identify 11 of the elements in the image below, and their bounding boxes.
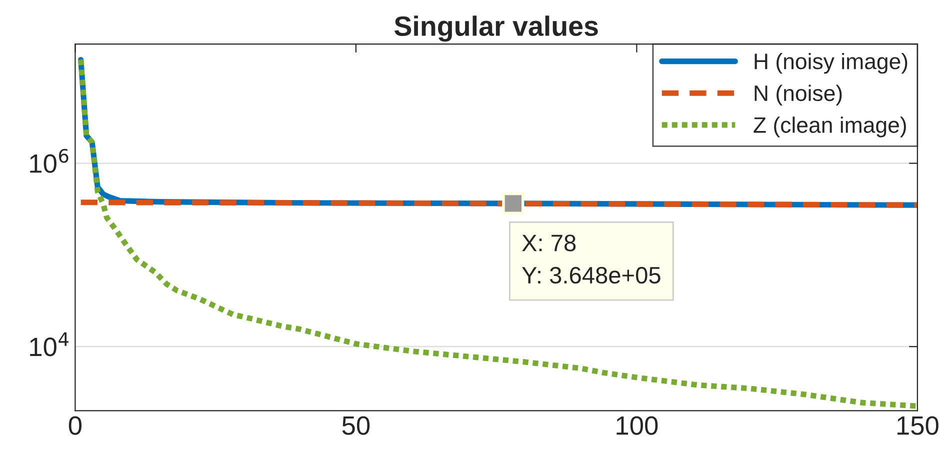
legend-label: H (noisy image) <box>754 52 908 74</box>
annotation: X: 78 Y: 3.648e+05 <box>522 234 660 284</box>
x-tick-label: 100 <box>616 416 658 435</box>
x-tick-label: 50 <box>342 416 370 435</box>
x-tick-label: 150 <box>897 416 938 435</box>
x-tick-label: 0 <box>68 416 82 435</box>
chart-title: Singular values <box>394 16 598 42</box>
y-tick-label: 10$^{6}$ <box>30 148 68 173</box>
legend-label: N (noise) <box>754 84 842 106</box>
legend-label: Z (clean image) <box>754 116 906 138</box>
y-tick-label: 10$^{4}$ <box>30 332 68 356</box>
